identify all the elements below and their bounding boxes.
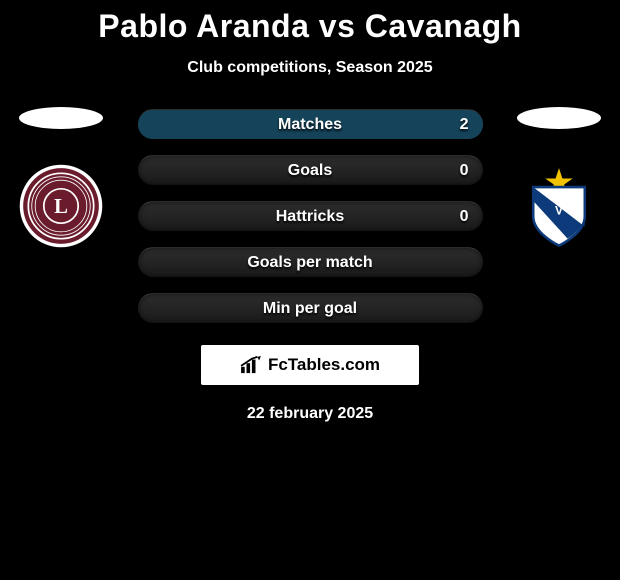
stat-bar-goals: Goals0: [138, 155, 483, 185]
stat-bar-value-right: 0: [460, 156, 469, 185]
watermark-icon: [240, 356, 262, 374]
stat-bar-label: Goals per match: [138, 248, 483, 277]
player-right-column: V: [504, 105, 614, 249]
stat-bar-value-right: 0: [460, 202, 469, 231]
player-left-column: L: [6, 105, 116, 249]
comparison-stage: L V Matches2Goals0Hattricks0Goals per ma…: [0, 105, 620, 323]
svg-text:L: L: [54, 196, 68, 218]
stat-bar-matches: Matches2: [138, 109, 483, 139]
club-badge-left-icon: L: [18, 163, 104, 249]
stat-bar-label: Goals: [138, 156, 483, 185]
stat-bar-goals_per_match: Goals per match: [138, 247, 483, 277]
player-left-silhouette: [19, 107, 103, 129]
stat-bar-label: Matches: [138, 110, 483, 139]
watermark: FcTables.com: [201, 345, 419, 385]
watermark-text: FcTables.com: [268, 355, 380, 375]
club-badge-right-icon: V: [516, 163, 602, 249]
stat-bars: Matches2Goals0Hattricks0Goals per matchM…: [138, 105, 483, 323]
snapshot-date: 22 february 2025: [0, 405, 620, 423]
stat-bar-label: Hattricks: [138, 202, 483, 231]
page-title: Pablo Aranda vs Cavanagh: [0, 0, 620, 45]
player-right-silhouette: [517, 107, 601, 129]
stat-bar-hattricks: Hattricks0: [138, 201, 483, 231]
club-badge-left: L: [18, 163, 104, 249]
club-badge-right: V: [516, 163, 602, 249]
stat-bar-label: Min per goal: [138, 294, 483, 323]
page-subtitle: Club competitions, Season 2025: [0, 59, 620, 77]
stat-bar-min_per_goal: Min per goal: [138, 293, 483, 323]
stat-bar-value-right: 2: [460, 110, 469, 139]
svg-text:V: V: [555, 204, 563, 218]
